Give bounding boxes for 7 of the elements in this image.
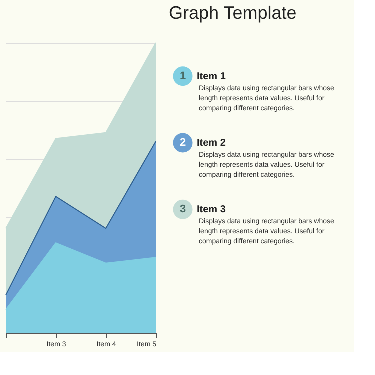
- legend-label: Item 2: [197, 138, 226, 149]
- text: 3: [180, 204, 186, 216]
- text: 1: [180, 70, 186, 82]
- legend-label: Item 3: [197, 204, 226, 216]
- text: 2: [180, 137, 186, 149]
- text: Graph Template: [169, 3, 297, 23]
- legend-label: Item 1: [197, 71, 226, 82]
